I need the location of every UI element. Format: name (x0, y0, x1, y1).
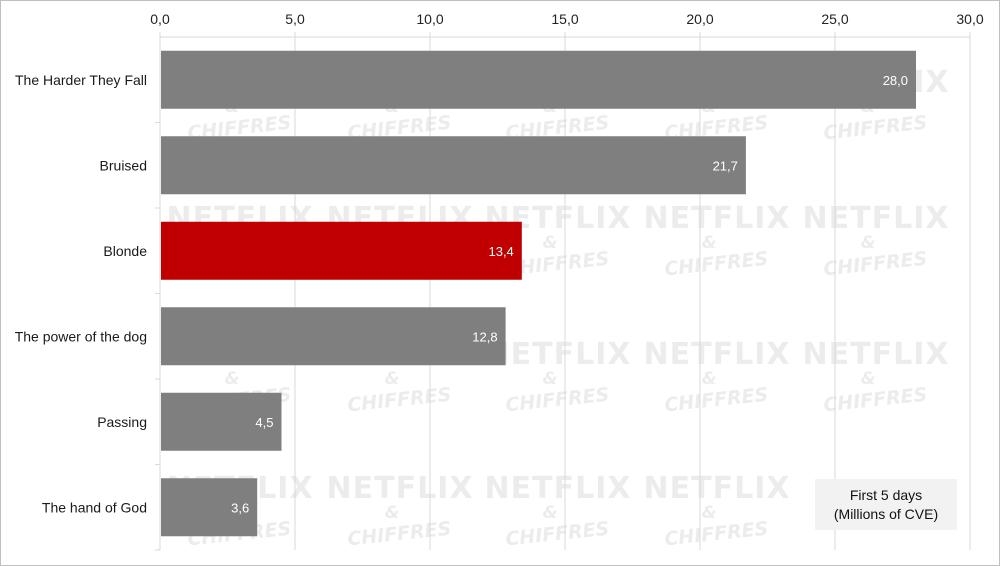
watermark-amp: & (225, 369, 240, 389)
bar (161, 136, 746, 195)
data-label: 21,7 (713, 158, 738, 173)
watermark-title: NETFLIX (485, 337, 632, 372)
x-tick-label: 10,0 (416, 11, 443, 27)
watermark-title: NETFLIX (803, 337, 950, 372)
watermark: NETFLIX&CHIFFRES (485, 337, 632, 417)
watermark-amp: & (543, 369, 558, 389)
bar (161, 307, 506, 366)
x-tick-label: 30,0 (956, 11, 983, 27)
category-label: Blonde (103, 243, 147, 259)
watermark: NETFLIX&CHIFFRES (327, 471, 474, 551)
x-tick-label: 15,0 (551, 11, 578, 27)
watermark-title: NETFLIX (327, 471, 474, 506)
watermark: NETFLIX&CHIFFRES (803, 201, 950, 281)
watermark-title: NETFLIX (803, 201, 950, 236)
bar (161, 50, 916, 109)
data-label: 13,4 (488, 244, 513, 259)
annotation-line-2: (Millions of CVE) (833, 505, 939, 522)
watermark: NETFLIX&CHIFFRES (644, 337, 791, 417)
labels: 0,0 5,0 10,0 15,0 20,0 25,0 30,0 The Harder The… (15, 11, 984, 515)
category-label: The hand of God (42, 499, 147, 515)
x-tick-label: 5,0 (285, 11, 305, 27)
x-tick-label: 0,0 (150, 11, 170, 27)
watermark-title: NETFLIX (644, 337, 791, 372)
annotation-box: First 5 days (Millions of CVE) (815, 479, 957, 530)
data-label: 3,6 (231, 500, 249, 515)
watermark-amp: & (385, 503, 400, 523)
watermark-amp: & (702, 503, 717, 523)
data-label: 28,0 (883, 73, 908, 88)
watermark-sub: CHIFFRES (504, 384, 610, 417)
watermark-sub: CHIFFRES (822, 248, 928, 281)
watermark-amp: & (385, 369, 400, 389)
watermark-sub: CHIFFRES (822, 384, 928, 417)
watermark-title: NETFLIX (485, 471, 632, 506)
watermark-sub: CHIFFRES (346, 518, 452, 551)
watermark-sub: CHIFFRES (504, 518, 610, 551)
data-label: 12,8 (472, 329, 497, 344)
gridlines (155, 32, 971, 551)
category-label: Passing (97, 414, 147, 430)
category-label: The power of the dog (15, 328, 147, 344)
watermark-sub: CHIFFRES (663, 248, 769, 281)
watermark-amp: & (543, 233, 558, 253)
watermark: NETFLIX&CHIFFRES (644, 471, 791, 551)
annotation-line-1: First 5 days (849, 486, 923, 503)
watermark-amp: & (861, 233, 876, 253)
watermark: NETFLIX&CHIFFRES (485, 471, 632, 551)
watermark-title: NETFLIX (644, 471, 791, 506)
watermark-amp: & (543, 503, 558, 523)
watermark-sub: CHIFFRES (663, 384, 769, 417)
watermark-amp: & (702, 233, 717, 253)
category-label: Bruised (100, 157, 147, 173)
x-tick-label: 20,0 (686, 11, 713, 27)
watermark: NETFLIX&CHIFFRES (803, 337, 950, 417)
watermark: NETFLIX&CHIFFRES (644, 201, 791, 281)
data-label: 4,5 (255, 415, 273, 430)
watermark-title: NETFLIX (644, 201, 791, 236)
watermark: NETFLIX&CHIFFRES (485, 201, 631, 280)
watermark-sub: CHIFFRES (346, 384, 452, 417)
watermark-sub: CHIFFRES (822, 112, 928, 145)
watermark-amp: & (861, 369, 876, 389)
watermark-amp: & (702, 369, 717, 389)
x-tick-label: 25,0 (821, 11, 848, 27)
bars (161, 50, 916, 537)
category-label: The Harder They Fall (15, 72, 147, 88)
watermark-sub: CHIFFRES (663, 518, 769, 551)
bar (161, 478, 258, 537)
bar (161, 221, 522, 280)
bar (161, 392, 282, 451)
